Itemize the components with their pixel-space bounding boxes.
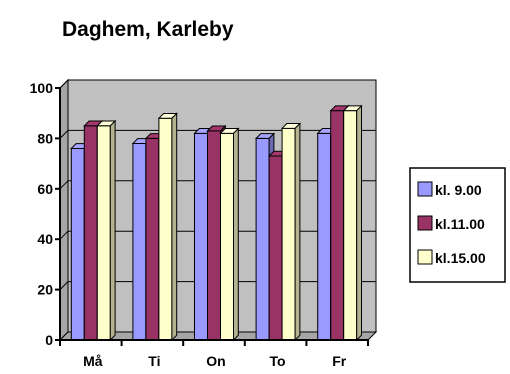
legend-label: kl.11.00 (435, 216, 485, 232)
legend-swatch (417, 215, 433, 231)
y-tick-label-0: 0 (45, 332, 53, 348)
legend-label: kl.15.00 (435, 250, 486, 266)
bar-front (343, 110, 358, 341)
y-tick-label-100: 100 (30, 80, 54, 96)
bar-side (233, 127, 239, 342)
gridline-side-80 (59, 130, 69, 139)
y-tick-labels: 0 20 40 60 80 100 (30, 80, 54, 348)
axes (55, 87, 369, 346)
x-tick-label-Må: Må (83, 353, 103, 369)
x-tick-label-To: To (270, 353, 286, 369)
y-tick-label-80: 80 (37, 130, 53, 146)
legend: kl. 9.00 kl.11.00 kl.15.00 (409, 167, 506, 283)
bar-front (158, 117, 173, 341)
gridline-side-100 (59, 79, 69, 89)
bar-On-3 (219, 127, 240, 342)
x-tick-label-On: On (206, 353, 225, 369)
gridline-side-40 (59, 230, 69, 240)
bar-front (330, 110, 345, 341)
x-tick-label-Fr: Fr (332, 353, 347, 369)
bar-front (194, 132, 208, 341)
gridline-side-60 (59, 180, 69, 190)
chart-title: Daghem, Karleby (62, 18, 234, 41)
bar-front (132, 142, 147, 341)
bar-front (96, 125, 111, 341)
bar-front (255, 137, 270, 341)
y-tick-label-40: 40 (37, 231, 53, 247)
bar-side (356, 104, 362, 342)
bar-front (83, 125, 98, 341)
x-tick-labels: Må Ti On To Fr (83, 353, 347, 369)
bar-Ti-3 (157, 112, 178, 342)
bar-front (207, 130, 221, 341)
legend-item-3: kl.15.00 (417, 249, 486, 266)
legend-item-1: kl. 9.00 (417, 181, 482, 198)
bar-front (281, 127, 296, 341)
bar-front (70, 147, 85, 341)
gridline-side-20 (59, 281, 69, 290)
x-tick-label-Ti: Ti (148, 353, 160, 369)
bar-front (220, 132, 234, 341)
bar-front (317, 132, 332, 341)
bar-side (294, 122, 301, 342)
bar-front (145, 137, 160, 341)
bar-front (268, 155, 283, 341)
y-tick-label-60: 60 (37, 181, 53, 197)
bar-side (109, 119, 116, 342)
bar-Fr-3 (342, 104, 363, 342)
bar-To-3 (280, 122, 302, 342)
bars (70, 104, 363, 342)
bar-side (171, 112, 178, 342)
side-wall (59, 78, 69, 342)
y-tick-label-20: 20 (37, 282, 53, 298)
legend-label: kl. 9.00 (435, 182, 482, 198)
bar-Må-3 (96, 119, 117, 342)
legend-swatch (417, 249, 433, 265)
legend-swatch (417, 181, 433, 197)
legend-item-2: kl.11.00 (417, 215, 485, 232)
